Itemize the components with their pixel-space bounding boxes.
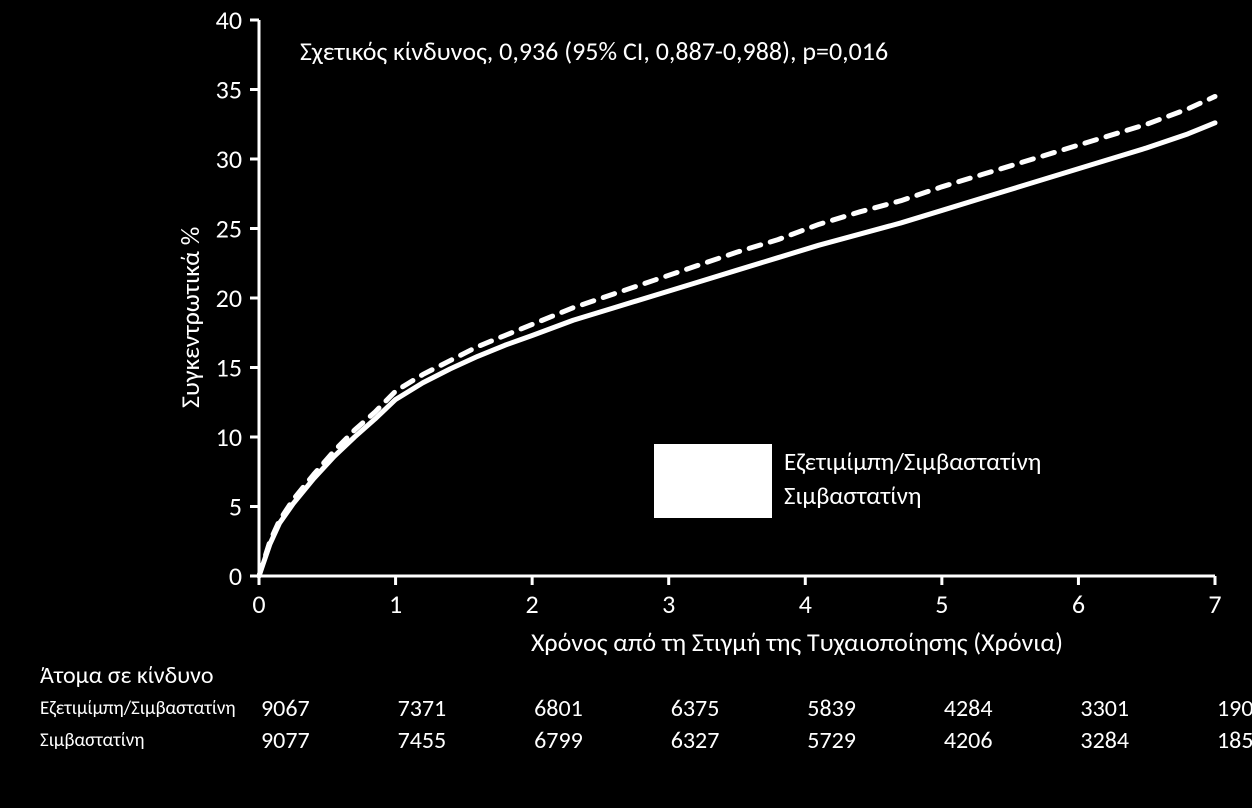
svg-text:2: 2 [526,588,539,620]
svg-text:10: 10 [216,421,242,453]
risk-cell: 9077 [261,726,310,755]
risk-cell: 1906 [1217,694,1252,723]
risk-cell: 3301 [1080,694,1129,723]
risk-cell: 1857 [1217,726,1252,755]
svg-text:Σιμβαστατίνη: Σιμβαστατίνη [784,480,921,511]
risk-cell: 4284 [944,694,993,723]
svg-text:5: 5 [935,588,948,620]
svg-text:0: 0 [252,588,265,620]
svg-text:4: 4 [799,588,812,620]
risk-row: Εζετιμίμπη/Σιμβαστατίνη9067 7371 6801 6375 5… [0,692,1252,724]
risk-cell: 6799 [534,726,583,755]
risk-row: Σιμβαστατίνη9077 7455 6799 6327 5729 4206 3284… [0,724,1252,756]
svg-text:3: 3 [662,588,675,620]
risk-cell: 6327 [671,726,720,755]
risk-cell: 4206 [944,726,993,755]
svg-text:20: 20 [216,282,242,314]
risk-cell: 7371 [398,694,447,723]
svg-text:35: 35 [216,74,242,106]
svg-text:30: 30 [216,143,242,175]
risk-cell: 9067 [261,694,310,723]
svg-text:7: 7 [1208,588,1221,620]
hazard-ratio-annotation: Σχετικός κίνδυνος, 0,936 (95% CI, 0,887-… [300,35,888,67]
risk-cell: 3284 [1080,726,1129,755]
svg-text:Εζετιμίμπη/Σιμβαστατίνη: Εζετιμίμπη/Σιμβαστατίνη [784,446,1041,477]
risk-cell: 5729 [807,726,856,755]
risk-cell: 6375 [671,694,720,723]
svg-text:15: 15 [216,352,242,384]
risk-row-label: Εζετιμίμπη/Σιμβαστατίνη [0,697,298,720]
risk-title: Άτομα σε κίνδυνο [0,658,1252,692]
svg-text:40: 40 [216,4,242,36]
svg-text:0: 0 [229,560,242,592]
svg-text:5: 5 [229,491,242,523]
risk-cell: 6801 [534,694,583,723]
y-axis-label: Συγκεντρωτικά % [174,227,206,408]
risk-cell: 5839 [807,694,856,723]
at-risk-table: Άτομα σε κίνδυνοΕζετιμίμπη/Σιμβαστατίνη9… [0,658,1252,756]
svg-text:25: 25 [216,213,242,245]
svg-text:6: 6 [1072,588,1085,620]
chart-page: 0 5 10 15 20 25 30 35 40 0 1 2 3 4 5 6 7 Χρόνος από τη Στ… [0,0,1252,808]
svg-text:Χρόνος από τη Στιγμή της Τυχαι: Χρόνος από τη Στιγμή της Τυχαιοποίησης (… [531,626,1063,658]
risk-cell: 7455 [398,726,447,755]
svg-text:1: 1 [389,588,402,620]
risk-row-label: Σιμβαστατίνη [0,729,298,752]
